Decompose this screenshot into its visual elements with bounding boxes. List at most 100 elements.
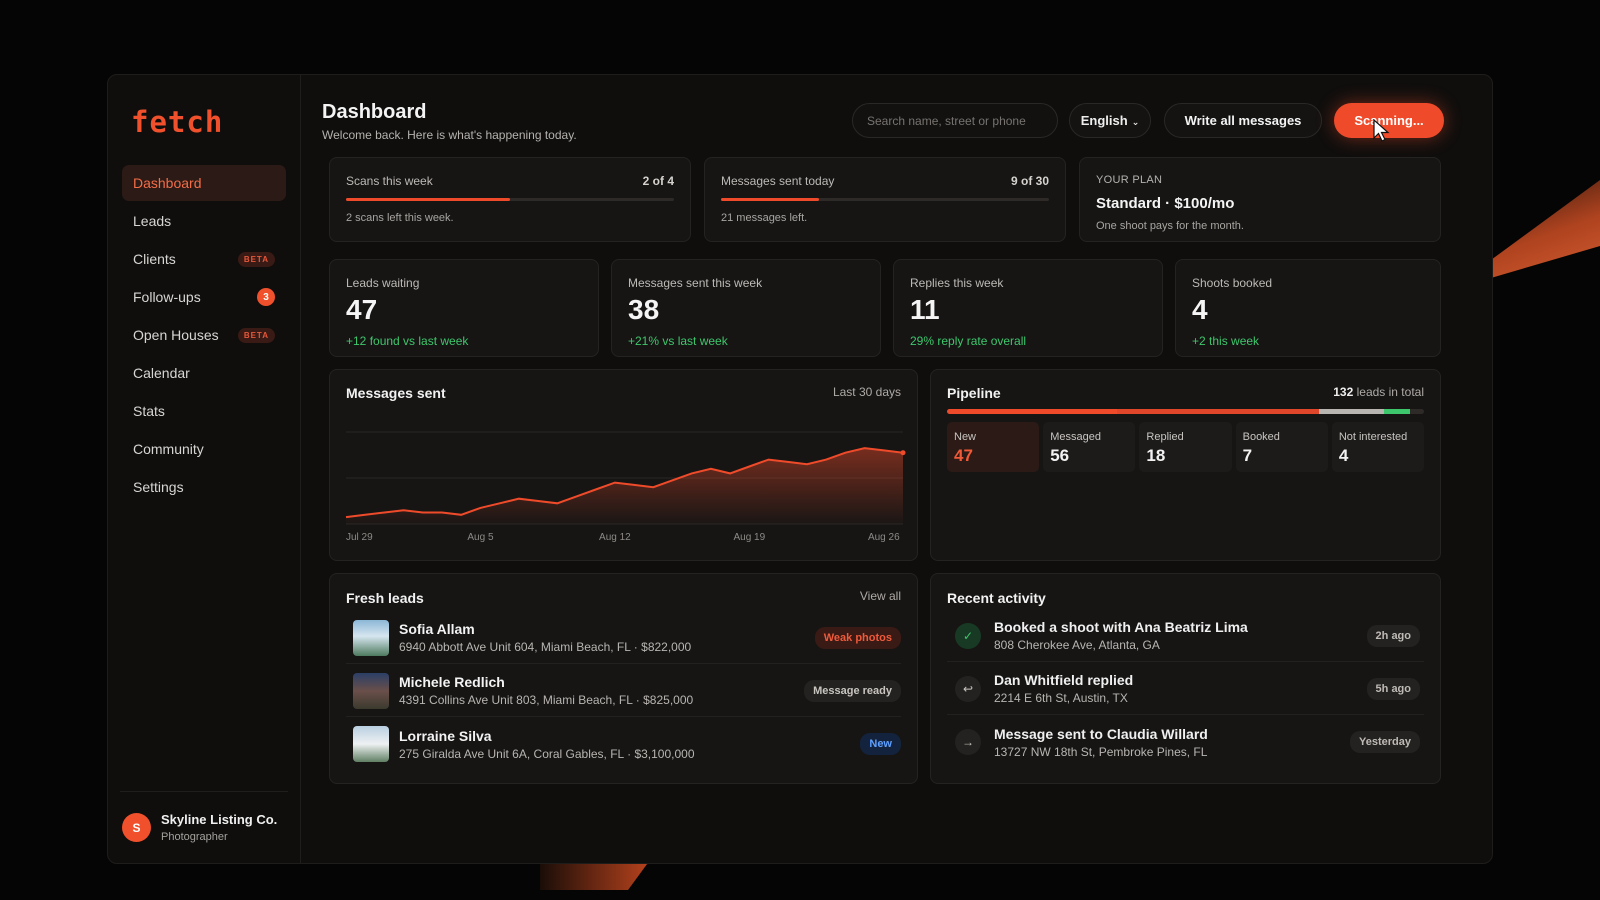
stat-card-shoots-booked[interactable]: Shoots booked 4 +2 this week — [1175, 259, 1441, 357]
sidebar-item-clients[interactable]: Clients BETA — [122, 241, 286, 277]
sidebar-item-community[interactable]: Community — [122, 431, 286, 467]
page-subtitle: Welcome back. Here is what's happening t… — [322, 128, 577, 142]
beta-badge: BETA — [237, 327, 275, 343]
sidebar-item-dashboard[interactable]: Dashboard — [122, 165, 286, 201]
mouse-pointer-icon — [1373, 119, 1390, 142]
stat-value: 11 — [910, 294, 940, 325]
messages-usage-card: Messages sent today 9 of 30 21 messages … — [704, 157, 1066, 242]
sidebar-item-calendar[interactable]: Calendar — [122, 355, 286, 391]
lead-row[interactable]: Sofia Allam 6940 Abbott Ave Unit 604, Mi… — [346, 612, 901, 664]
x-tick-label: Aug 5 — [467, 532, 494, 543]
pipeline-card: Pipeline 132 leads in total New 47 Messa… — [930, 369, 1441, 561]
activity-item[interactable]: ↩ Dan Whitfield replied 2214 E 6th St, A… — [947, 663, 1424, 715]
view-all-link[interactable]: View all — [859, 589, 901, 603]
sidebar-item-label: Leads — [133, 213, 172, 229]
account-name: Skyline Listing Co. — [161, 812, 278, 827]
sidebar-item-follow-ups[interactable]: Follow-ups 3 — [122, 279, 286, 315]
chart-range-select[interactable]: Last 30 days — [832, 385, 901, 399]
sidebar-item-stats[interactable]: Stats — [122, 393, 286, 429]
lead-address: 4391 Collins Ave Unit 803, Miami Beach, … — [399, 693, 694, 707]
stage-label: Replied — [1146, 431, 1184, 443]
stage-value: 18 — [1146, 446, 1166, 465]
brand-logo[interactable]: fetch — [131, 105, 224, 139]
plan-name: Standard · $100/mo — [1096, 195, 1235, 212]
write-all-messages-button[interactable]: Write all messages — [1164, 103, 1322, 138]
property-thumbnail — [353, 672, 389, 709]
pipeline-stage-messaged[interactable]: Messaged 56 — [1043, 422, 1136, 472]
search-input[interactable] — [852, 103, 1058, 138]
sidebar-item-label: Clients — [133, 251, 176, 267]
plan-kicker: YOUR PLAN — [1096, 174, 1163, 186]
progress-fill — [346, 198, 510, 201]
pipeline-stage-new[interactable]: New 47 — [947, 422, 1040, 472]
activity-subtitle: 2214 E 6th St, Austin, TX — [994, 691, 1128, 705]
stat-value: 4 — [1192, 294, 1208, 325]
sidebar-item-label: Settings — [133, 479, 184, 495]
stat-card-leads-waiting[interactable]: Leads waiting 47 +12 found vs last week — [329, 259, 599, 357]
fresh-leads-card: Fresh leads View all Sofia Allam 6940 Ab… — [329, 573, 918, 784]
sidebar: fetch Dashboard Leads Clients BETA Follo… — [108, 75, 301, 863]
plan-card[interactable]: YOUR PLAN Standard · $100/mo One shoot p… — [1079, 157, 1441, 242]
stage-value: 47 — [954, 446, 973, 465]
usage-note: 2 scans left this week. — [346, 212, 454, 224]
chart-title: Messages sent — [346, 385, 446, 401]
stat-delta: +21% vs last week — [628, 334, 728, 348]
stat-label: Messages sent this week — [628, 276, 763, 290]
activity-item[interactable]: → Message sent to Claudia Willard 13727 … — [947, 716, 1424, 768]
messages-chart-card: Messages sent Last 30 days Jul 29 Aug 5 Au… — [329, 369, 918, 561]
stat-value: 38 — [628, 294, 660, 325]
x-tick-label: Aug 26 — [868, 532, 900, 543]
sidebar-item-label: Calendar — [133, 365, 190, 381]
scan-button[interactable]: Scanning... — [1334, 103, 1444, 138]
activity-title: Booked a shoot with Ana Beatriz Lima — [994, 619, 1248, 635]
language-select[interactable]: English ⌄ — [1069, 103, 1151, 138]
sidebar-item-label: Dashboard — [133, 175, 202, 191]
usage-label: Scans this week — [346, 174, 433, 188]
property-thumbnail — [353, 726, 389, 762]
stage-value: 56 — [1050, 446, 1070, 465]
chart-point — [900, 450, 906, 456]
pipeline-total-suffix: leads in total — [1356, 385, 1424, 399]
chevron-down-icon: ⌄ — [1131, 117, 1140, 127]
pipeline-segment — [1409, 409, 1424, 414]
stat-card-messages-sent[interactable]: Messages sent this week 38 +21% vs last … — [611, 259, 881, 357]
stat-delta: +2 this week — [1192, 334, 1260, 348]
activity-time: 5h ago — [1366, 677, 1420, 700]
avatar: S — [122, 813, 151, 842]
messages-area-chart: Jul 29 Aug 5 Aug 12 Aug 19 Aug 26 — [345, 431, 906, 543]
stage-value: 4 — [1338, 446, 1349, 465]
pipeline-stage-booked[interactable]: Booked 7 — [1235, 422, 1328, 472]
stage-label: Booked — [1242, 431, 1280, 443]
lead-row[interactable]: Michele Redlich 4391 Collins Ave Unit 80… — [346, 665, 901, 717]
sidebar-item-leads[interactable]: Leads — [122, 203, 286, 239]
activity-item[interactable]: ✓ Booked a shoot with Ana Beatriz Lima 8… — [947, 610, 1424, 662]
pipeline-stage-not-interested[interactable]: Not interested 4 — [1331, 422, 1425, 472]
activity-subtitle: 808 Cherokee Ave, Atlanta, GA — [994, 638, 1160, 652]
pipeline-stage-replied[interactable]: Replied 18 — [1139, 422, 1232, 472]
progress-fill — [721, 198, 820, 201]
lead-address: 6940 Abbott Ave Unit 604, Miami Beach, F… — [399, 640, 692, 654]
account-switcher[interactable]: S Skyline Listing Co. Photographer — [120, 791, 288, 863]
arrow-right-icon: → — [955, 729, 981, 755]
reply-icon: ↩ — [955, 675, 981, 702]
progress-track — [346, 198, 674, 201]
progress-track — [721, 198, 1049, 201]
stat-card-replies[interactable]: Replies this week 11 29% reply rate over… — [893, 259, 1163, 357]
sidebar-item-label: Community — [133, 441, 204, 457]
app-window: fetch Dashboard Leads Clients BETA Follo… — [107, 74, 1493, 864]
beta-badge: BETA — [237, 251, 275, 267]
pipeline-segment — [1319, 409, 1385, 414]
chart-series-line — [345, 447, 904, 519]
lead-row[interactable]: Lorraine Silva 275 Giralda Ave Unit 6A, … — [346, 718, 901, 770]
activity-title: Dan Whitfield replied — [994, 672, 1134, 688]
account-role: Photographer — [161, 831, 228, 843]
activity-time: 2h ago — [1366, 624, 1420, 647]
x-tick-label: Aug 19 — [733, 532, 765, 543]
lead-status-badge: Weak photos — [814, 626, 901, 649]
pipeline-segment — [1384, 409, 1410, 414]
property-thumbnail — [353, 619, 389, 656]
sidebar-item-open-houses[interactable]: Open Houses BETA — [122, 317, 286, 353]
page-title: Dashboard — [322, 101, 427, 123]
pipeline-segment — [947, 409, 1117, 414]
sidebar-item-settings[interactable]: Settings — [122, 469, 286, 505]
